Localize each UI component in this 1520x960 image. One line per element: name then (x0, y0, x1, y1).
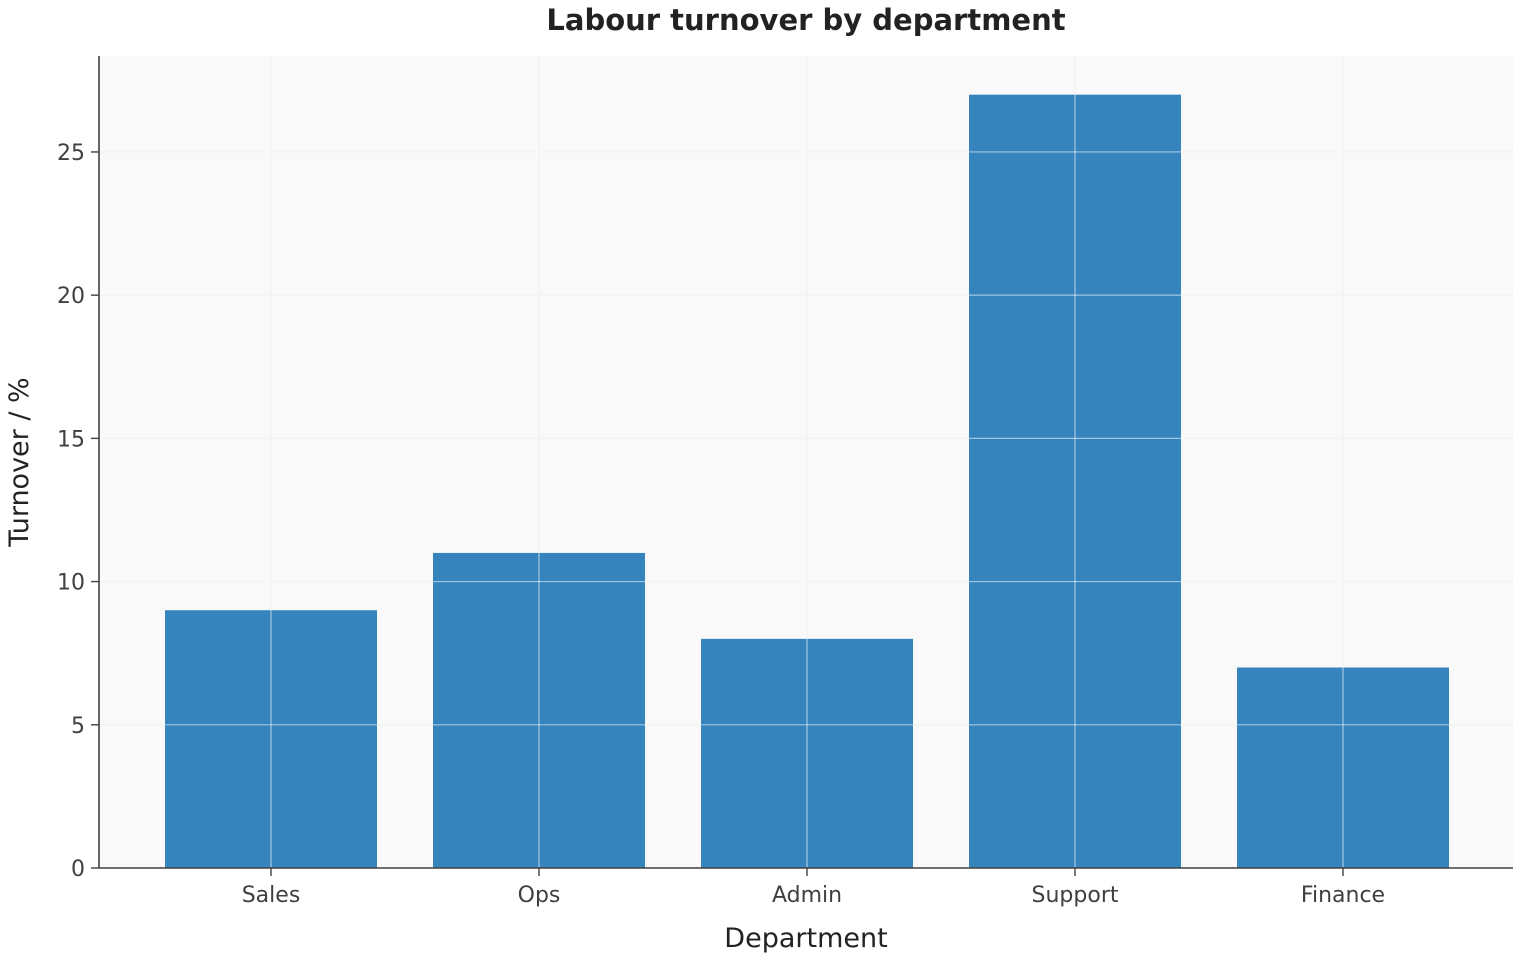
gridline-overlay (99, 56, 1513, 868)
y-axis-label: Turnover / % (4, 377, 35, 547)
y-tick-label: 25 (57, 141, 85, 166)
y-tick-label: 5 (71, 714, 85, 739)
x-tick-label: Sales (242, 883, 301, 908)
y-tick-label: 15 (57, 427, 85, 452)
y-ticks: 0 5 10 15 20 25 (57, 141, 99, 882)
x-tick-label: Finance (1301, 883, 1385, 908)
x-axis-label: Department (724, 923, 887, 954)
x-tick-label: Admin (772, 883, 842, 908)
x-tick-label: Ops (518, 883, 561, 908)
chart-title: Labour turnover by department (546, 3, 1065, 37)
y-tick-label: 10 (57, 571, 85, 596)
x-tick-label: Support (1032, 883, 1119, 908)
x-ticks: Sales Ops Admin Support Finance (242, 868, 1385, 908)
y-tick-label: 0 (71, 857, 85, 882)
y-tick-label: 20 (57, 284, 85, 309)
